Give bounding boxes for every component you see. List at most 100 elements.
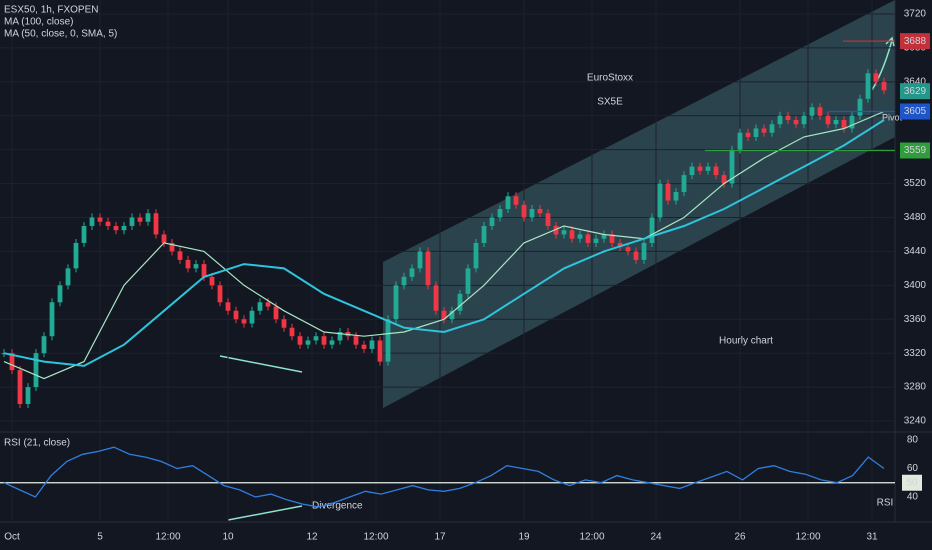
x-tick-label: 31 xyxy=(866,532,878,543)
candle-body xyxy=(537,209,543,214)
candle-body xyxy=(393,285,399,320)
candle-body xyxy=(425,251,431,286)
annotation: SX5E xyxy=(597,97,623,108)
candle-body xyxy=(881,81,887,91)
candle-body xyxy=(17,370,23,405)
candle-body xyxy=(105,221,111,226)
candle-body xyxy=(185,259,191,269)
divergence-line xyxy=(227,505,303,521)
candle-body xyxy=(337,331,343,341)
x-tick-label: 12:00 xyxy=(155,532,180,543)
price-label-box xyxy=(900,103,930,120)
candle-body xyxy=(825,115,831,125)
x-tick-label: 19 xyxy=(518,532,530,543)
price-label: 3559 xyxy=(904,145,927,156)
y-tick-label: 3280 xyxy=(904,382,927,393)
candle-body xyxy=(313,336,319,341)
x-tick-label: 17 xyxy=(434,532,446,543)
candle-body xyxy=(585,234,591,243)
x-tick-label: 24 xyxy=(650,532,662,543)
candle-body xyxy=(457,293,463,311)
candle-body xyxy=(121,225,127,231)
candle-body xyxy=(73,242,79,269)
candle-body xyxy=(153,213,159,235)
candle-body xyxy=(369,340,375,349)
y-tick-label: 3440 xyxy=(904,246,927,257)
x-tick-label: 12:00 xyxy=(579,532,604,543)
candle-body xyxy=(113,225,119,231)
candle-body xyxy=(521,204,527,218)
rsi-tick-label: 60 xyxy=(907,463,919,474)
y-tick-label: 3720 xyxy=(904,9,927,20)
candle-body xyxy=(417,251,423,269)
projection-arrow xyxy=(871,36,895,91)
candle-body xyxy=(377,340,383,362)
series-line xyxy=(3,110,885,380)
candle-body xyxy=(873,73,879,82)
x-tick-label: 10 xyxy=(222,532,234,543)
candle-body xyxy=(809,107,815,116)
candle-body xyxy=(505,196,511,210)
candle-body xyxy=(201,264,207,277)
candle-body xyxy=(641,242,647,260)
y-tick-label: 3640 xyxy=(904,76,927,87)
candle-body xyxy=(553,225,559,235)
candle-body xyxy=(409,268,415,277)
candle-body xyxy=(97,217,103,222)
indicator-label: MA (50, close, 0, SMA, 5) xyxy=(4,29,117,40)
y-tick-label: 3240 xyxy=(904,416,927,427)
candle-body xyxy=(473,242,479,269)
candle-body xyxy=(665,183,671,201)
x-tick-label: 12 xyxy=(306,532,318,543)
candle-body xyxy=(713,166,719,176)
candle-body xyxy=(689,166,695,176)
y-tick-label: 3320 xyxy=(904,348,927,359)
candle-body xyxy=(129,217,135,226)
candle-body xyxy=(257,302,263,311)
candle-body xyxy=(81,225,87,243)
y-tick-label: 3360 xyxy=(904,314,927,325)
candle-body xyxy=(705,166,711,171)
rsi-mid-label: 50 xyxy=(906,477,918,488)
candle-body xyxy=(625,247,631,252)
candle-body xyxy=(65,268,71,286)
candle-body xyxy=(617,242,623,248)
y-tick-label: 3400 xyxy=(904,280,927,291)
candle-body xyxy=(633,251,639,260)
candle-body xyxy=(89,217,95,226)
candle-body xyxy=(177,251,183,260)
chart-title: ESX50, 1h, FXOPEN xyxy=(4,5,99,16)
candle-body xyxy=(777,115,783,125)
candle-body xyxy=(681,175,687,193)
candle-body xyxy=(225,302,231,311)
candle-body xyxy=(401,276,407,286)
x-tick-label: 26 xyxy=(734,532,746,543)
indicator-label: MA (100, close) xyxy=(4,17,73,28)
candle-body xyxy=(305,340,311,345)
candle-body xyxy=(745,132,751,137)
candle-body xyxy=(33,353,39,388)
price-label: 3688 xyxy=(904,36,927,47)
candle-body xyxy=(465,268,471,294)
divergence-line xyxy=(219,355,303,373)
candle-body xyxy=(817,107,823,116)
y-tick-label: 3520 xyxy=(904,178,927,189)
candle-body xyxy=(281,319,287,328)
candle-body xyxy=(601,234,607,239)
regression-channel xyxy=(383,0,895,408)
candle-body xyxy=(737,132,743,150)
candle-body xyxy=(273,306,279,320)
candle-body xyxy=(513,196,519,205)
candle-body xyxy=(297,336,303,345)
candle-body xyxy=(785,115,791,120)
candle-body xyxy=(849,115,855,129)
rsi-label: RSI xyxy=(877,498,894,509)
candle-body xyxy=(145,213,151,222)
candle-body xyxy=(329,340,335,345)
series-line xyxy=(3,446,885,508)
candle-body xyxy=(729,149,735,184)
x-tick-label: 12:00 xyxy=(795,532,820,543)
candle-body xyxy=(57,285,63,303)
candle-body xyxy=(489,217,495,226)
